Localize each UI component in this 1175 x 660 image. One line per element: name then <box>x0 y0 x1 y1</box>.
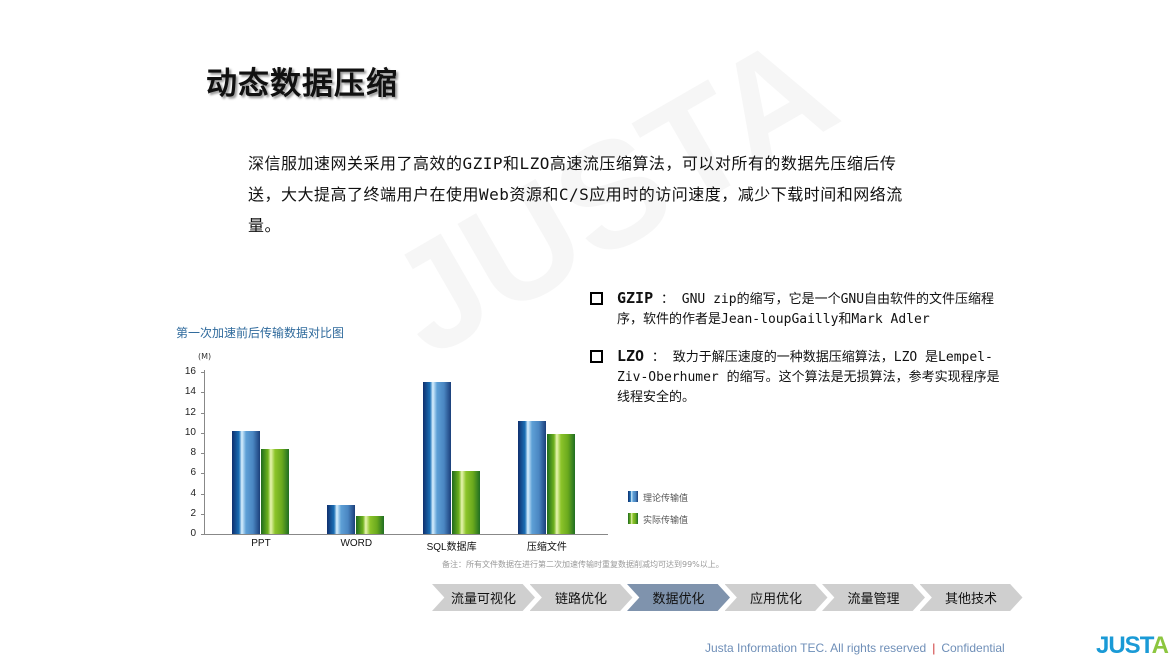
bullet-gzip: GZIP ： GNU zip的缩写，它是一个GNU自由软件的文件压缩程序，软件的… <box>590 288 1000 330</box>
bar-actual <box>356 515 385 534</box>
legend-swatch <box>628 513 638 524</box>
y-tick-mark <box>201 453 204 454</box>
bullet-text: 致力于解压速度的一种数据压缩算法，LZO 是Lempel-Ziv-Oberhum… <box>617 350 1000 405</box>
chart-note: 备注：所有文件数据在进行第二次加速传输时重复数据削减均可达到99%以上。 <box>442 560 724 569</box>
y-tick-label: 0 <box>190 528 196 539</box>
bullet-term: GZIP <box>617 289 654 307</box>
y-tick-mark <box>201 412 204 414</box>
nav-tab[interactable]: 流量可视化 <box>432 584 535 611</box>
y-tick-mark <box>201 534 204 535</box>
legend-label: 实际传输值 <box>643 516 689 526</box>
y-tick-label: 16 <box>184 366 196 377</box>
x-tick-label: WORD <box>340 538 373 549</box>
bullet-text: GNU zip的缩写，它是一个GNU自由软件的文件压缩程序，软件的作者是Jean… <box>617 292 995 327</box>
y-tick-label: 6 <box>190 467 196 479</box>
x-tick-label: 压缩文件 <box>526 542 567 553</box>
footer-separator: | <box>932 641 936 655</box>
y-tick-label: 14 <box>184 386 196 398</box>
footer-confidential: Confidential <box>941 641 1005 655</box>
nav-tab[interactable]: 其他技术 <box>919 584 1023 611</box>
page-title: 动态数据压缩 <box>206 66 398 102</box>
footer-text: Justa Information TEC. All rights reserv… <box>705 641 927 655</box>
y-tick-mark <box>201 372 204 373</box>
bullet-sep: ： <box>653 292 682 307</box>
bar-theoretical <box>232 430 260 534</box>
footer: Justa Information TEC. All rights reserv… <box>705 641 1005 655</box>
chart-title: 第一次加速前后传输数据对比图 <box>176 326 345 340</box>
legend-label: 理论传输值 <box>643 494 689 504</box>
square-bullet-icon <box>590 350 603 363</box>
bullet-term: LZO <box>617 347 645 365</box>
y-axis-unit: (M) <box>198 352 212 361</box>
y-tick-label: 8 <box>190 447 196 458</box>
y-tick-mark <box>201 513 204 515</box>
nav-tab[interactable]: 数据优化 <box>627 584 730 611</box>
nav-tab[interactable]: 应用优化 <box>724 584 828 611</box>
x-tick-label: PPT <box>251 538 271 549</box>
legend-swatch <box>628 491 638 502</box>
nav-tab[interactable]: 流量管理 <box>822 584 925 611</box>
square-bullet-icon <box>590 292 603 305</box>
y-tick-mark <box>201 432 204 434</box>
bullet-lzo: LZO ： 致力于解压速度的一种数据压缩算法，LZO 是Lempel-Ziv-O… <box>590 346 1000 408</box>
bullet-sep: ： <box>644 350 673 365</box>
x-axis <box>204 534 608 535</box>
y-tick-mark <box>201 493 204 495</box>
x-tick-label: SQL数据库 <box>426 542 477 553</box>
intro-paragraph: 深信服加速网关采用了高效的GZIP和LZO高速流压缩算法，可以对所有的数据先压缩… <box>248 154 903 235</box>
bar-theoretical <box>422 382 451 534</box>
bar-actual <box>451 471 480 534</box>
y-tick-label: 10 <box>184 426 196 438</box>
bar-actual <box>546 433 575 534</box>
y-tick-mark <box>201 473 204 475</box>
bar-theoretical <box>517 420 546 534</box>
bar-theoretical <box>327 504 356 534</box>
bar-actual <box>261 448 289 534</box>
nav-tab[interactable]: 链路优化 <box>529 584 633 611</box>
y-tick-label: 2 <box>190 507 196 519</box>
justa-logo: JUSTA <box>1096 632 1169 659</box>
y-tick-label: 12 <box>184 406 196 418</box>
y-tick-label: 4 <box>190 487 196 499</box>
y-tick-mark <box>201 392 204 394</box>
y-axis <box>204 370 205 534</box>
